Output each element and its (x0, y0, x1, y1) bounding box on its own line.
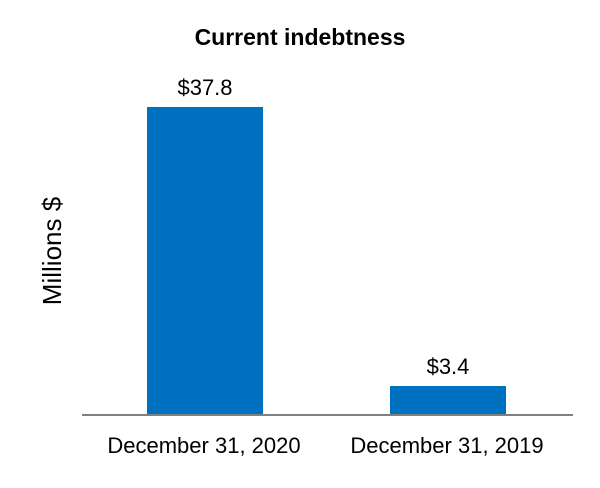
y-axis-label: Millions $ (37, 196, 67, 306)
bar-december-31-2019 (390, 386, 506, 414)
bar-december-31-2020 (147, 107, 263, 414)
chart-title: Current indebtness (194, 24, 406, 50)
x-axis-category-label: December 31, 2020 (107, 433, 301, 458)
x-axis-line (82, 414, 573, 416)
x-axis-category-label: December 31, 2019 (350, 433, 544, 458)
bar-value-label: $37.8 (177, 75, 233, 100)
bar-value-label: $3.4 (426, 354, 470, 379)
